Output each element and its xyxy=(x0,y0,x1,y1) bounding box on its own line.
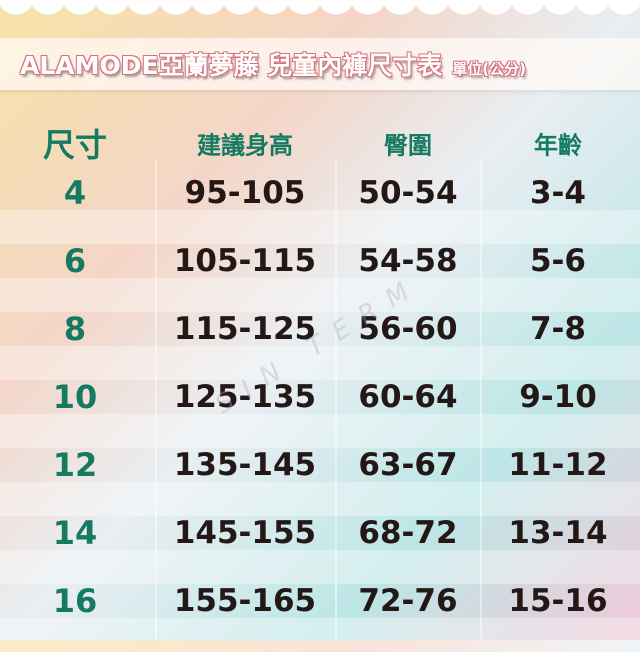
row-separator-band xyxy=(0,414,640,448)
header-hip: 臀圍 xyxy=(384,131,432,160)
cell-hip: 54-58 xyxy=(358,243,458,279)
cell-height: 145-155 xyxy=(173,515,317,551)
row-separator-band xyxy=(0,346,640,380)
lace-border xyxy=(0,0,640,28)
cell-age: 9-10 xyxy=(519,379,597,415)
row-separator-band xyxy=(0,482,640,516)
cell-age: 3-4 xyxy=(529,175,586,211)
cell-hip: 50-54 xyxy=(358,175,458,211)
cell-hip: 68-72 xyxy=(358,515,458,551)
header-height: 建議身高 xyxy=(197,131,293,160)
column-divider xyxy=(155,160,157,640)
title-band xyxy=(0,38,640,90)
cell-hip: 63-67 xyxy=(358,447,458,483)
cell-age: 5-6 xyxy=(529,243,586,279)
cell-height: 135-145 xyxy=(173,447,317,483)
column-divider xyxy=(480,160,482,640)
cell-size: 8 xyxy=(63,310,87,348)
cell-age: 15-16 xyxy=(508,583,608,619)
title-main: ALAMODE亞蘭夢藤 兒童內褲尺寸表 xyxy=(20,51,443,80)
cell-size: 16 xyxy=(52,582,98,620)
header-size: 尺寸 xyxy=(42,126,107,164)
cell-age: 7-8 xyxy=(529,311,586,347)
cell-age: 11-12 xyxy=(508,447,608,483)
cell-age: 13-14 xyxy=(508,515,608,551)
row-separator-band xyxy=(0,618,640,652)
cell-height: 95-105 xyxy=(184,175,306,211)
cell-height: 105-115 xyxy=(173,243,317,279)
page-title: ALAMODE亞蘭夢藤 兒童內褲尺寸表 單位(公分) xyxy=(20,46,526,82)
cell-size: 12 xyxy=(52,446,98,484)
cell-size: 6 xyxy=(63,242,87,280)
row-separator-band xyxy=(0,550,640,584)
cell-size: 14 xyxy=(52,514,98,552)
row-separator-band xyxy=(0,278,640,312)
row-separator-band xyxy=(0,210,640,244)
cell-hip: 60-64 xyxy=(358,379,458,415)
cell-height: 125-135 xyxy=(173,379,317,415)
unit-label: 單位(公分) xyxy=(452,60,527,78)
column-divider xyxy=(335,160,337,640)
cell-size: 4 xyxy=(63,174,87,212)
cell-height: 155-165 xyxy=(173,583,317,619)
cell-height: 115-125 xyxy=(173,311,317,347)
cell-hip: 72-76 xyxy=(358,583,458,619)
header-age: 年齡 xyxy=(534,131,582,160)
cell-hip: 56-60 xyxy=(358,311,458,347)
cell-size: 10 xyxy=(52,378,98,416)
